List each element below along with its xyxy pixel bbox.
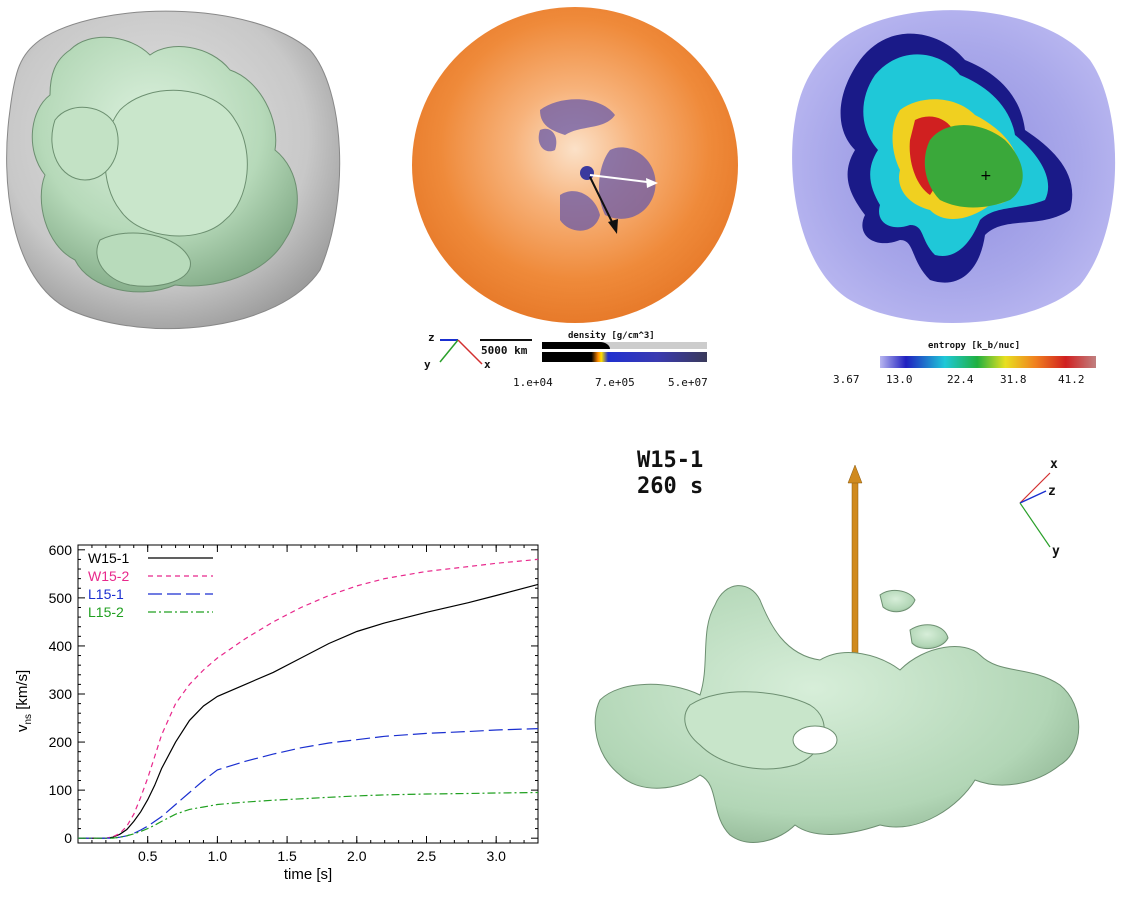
- axis-y-label: y: [424, 358, 431, 371]
- entropy-tick-0: 3.67: [833, 373, 860, 386]
- axis-x-line: [457, 339, 483, 365]
- entropy-tick-1: 13.0: [886, 373, 913, 386]
- panel-density-render: [412, 7, 738, 323]
- panel-entropy-slice: +: [792, 10, 1116, 323]
- y-tick-label: 100: [49, 782, 73, 798]
- scale-bar-label: 5000 km: [481, 344, 528, 357]
- axis-z-label-3d: z: [1048, 484, 1056, 499]
- x-axis-label: time [s]: [284, 866, 332, 883]
- entropy-tick-4: 41.2: [1058, 373, 1085, 386]
- series-line-W15-1: [78, 583, 539, 839]
- legend-label-W15-1: W15-1: [88, 550, 129, 566]
- density-tick-0: 1.e+04: [513, 376, 553, 389]
- axis-z-label: z: [428, 331, 435, 344]
- axis-y-line-3d: [1019, 502, 1051, 548]
- legend-label-L15-1: L15-1: [88, 586, 124, 602]
- panel-3d-shock-isosurface: [6, 10, 341, 330]
- entropy-tick-3: 31.8: [1000, 373, 1027, 386]
- density-colorbar-title: density [g/cm^3]: [568, 331, 655, 341]
- x-tick-label: 2.5: [417, 848, 437, 864]
- model-name-label: W15-1: [637, 448, 704, 473]
- density-tick-2: 5.e+07: [668, 376, 708, 389]
- entropy-green-core: [924, 125, 1023, 208]
- density-colorbar-black: [542, 342, 610, 349]
- y-axis-label: vns [km/s]: [14, 670, 34, 732]
- y-tick-label: 200: [49, 734, 73, 750]
- series-line-L15-2: [78, 791, 539, 839]
- density-tick-1: 7.e+05: [595, 376, 635, 389]
- ejecta-isosurface-late: [594, 585, 1080, 843]
- axis-x-label: x: [484, 358, 491, 371]
- y-tick-label: 300: [49, 686, 73, 702]
- x-tick-label: 3.0: [486, 848, 506, 864]
- axis-y-label-3d: y: [1052, 544, 1060, 559]
- density-sphere: [412, 7, 738, 323]
- ejecta-isosurface: [31, 36, 298, 293]
- density-colorbar-upper: [542, 342, 707, 349]
- x-tick-label: 1.5: [277, 848, 297, 864]
- kick-arrow-head-icon: [646, 178, 658, 188]
- x-tick-label: 0.5: [138, 848, 158, 864]
- neutron-star-marker: [580, 166, 594, 180]
- y-tick-label: 0: [64, 830, 72, 846]
- entropy-tick-2: 22.4: [947, 373, 974, 386]
- neutron-star-cross-icon: +: [980, 168, 992, 184]
- density-colorbar: [542, 352, 707, 362]
- legend-label-W15-2: W15-2: [88, 568, 129, 584]
- axis-x-line-3d: [1019, 472, 1051, 504]
- low-density-plumes: [538, 99, 656, 231]
- y-tick-label: 400: [49, 638, 73, 654]
- model-time-label: 260 s: [637, 474, 704, 499]
- y-tick-label: 600: [49, 542, 73, 558]
- kick-direction-arrow: [589, 174, 656, 184]
- y-tick-label: 500: [49, 590, 73, 606]
- axis-z-line-3d: [1019, 490, 1047, 504]
- entropy-colorbar-title: entropy [k_b/nuc]: [928, 341, 1021, 351]
- kick-vector-shaft: [851, 479, 859, 656]
- density-legend-graphics: [439, 339, 707, 365]
- series-line-W15-2: [78, 558, 539, 839]
- spin-arrow-head-icon: [608, 219, 618, 234]
- panel-3d-ejecta-late: [594, 464, 1080, 843]
- entropy-colorbar: [880, 356, 1096, 368]
- ns-velocity-chart: 0.5 1.0 1.5 2.0 2.5 3.0 0 100 200 300 400 500 600 tim…: [14, 542, 539, 883]
- series-line-L15-1: [78, 728, 539, 839]
- kick-vector-head-icon: [847, 464, 863, 484]
- spin-direction-arrow: [589, 176, 616, 229]
- legend-label-L15-2: L15-2: [88, 604, 124, 620]
- axis-x-label-3d: x: [1050, 457, 1058, 472]
- x-tick-label: 2.0: [347, 848, 367, 864]
- x-tick-label: 1.0: [208, 848, 228, 864]
- axis-y-line: [439, 339, 459, 363]
